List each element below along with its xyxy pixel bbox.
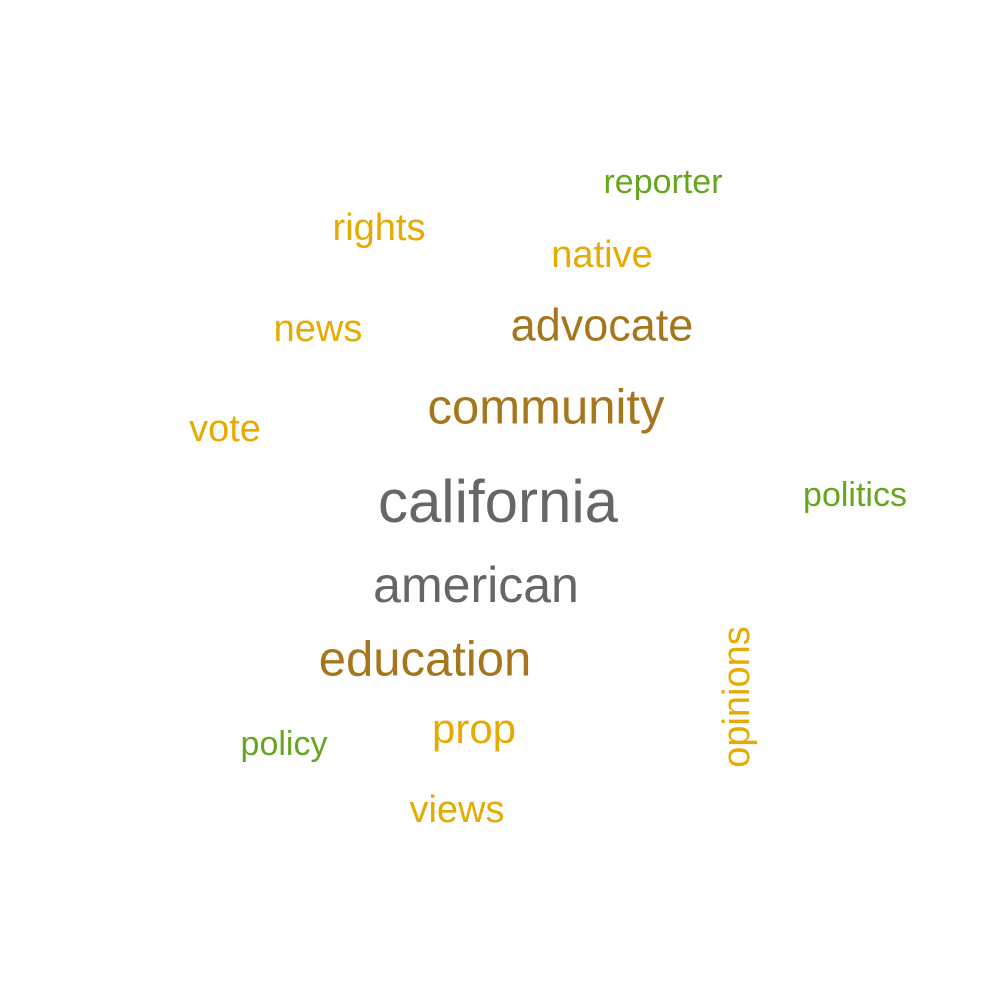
word-prop: prop xyxy=(431,705,517,752)
word-rights: rights xyxy=(332,207,426,249)
word-politics: politics xyxy=(803,476,907,514)
word-american: american xyxy=(373,557,579,613)
word-advocate: advocate xyxy=(510,299,694,351)
word-reporter: reporter xyxy=(603,163,723,201)
word-community: community xyxy=(427,380,665,435)
word-education: education xyxy=(318,632,532,687)
word-opinions: opinions xyxy=(716,626,758,768)
word-california: california xyxy=(377,468,619,535)
word-views: views xyxy=(409,789,505,831)
word-news: news xyxy=(273,308,363,350)
word-native: native xyxy=(551,234,653,276)
word-vote: vote xyxy=(189,408,261,450)
word-policy: policy xyxy=(240,725,328,763)
